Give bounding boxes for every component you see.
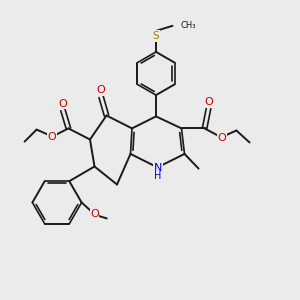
Text: O: O: [90, 209, 99, 219]
Text: H: H: [154, 171, 161, 182]
Text: O: O: [58, 99, 67, 109]
Text: O: O: [48, 132, 57, 142]
Text: CH₃: CH₃: [181, 21, 197, 30]
Text: S: S: [153, 31, 159, 41]
Text: O: O: [204, 97, 213, 107]
Text: O: O: [217, 133, 226, 143]
Text: N: N: [154, 163, 162, 173]
Text: O: O: [96, 85, 105, 95]
